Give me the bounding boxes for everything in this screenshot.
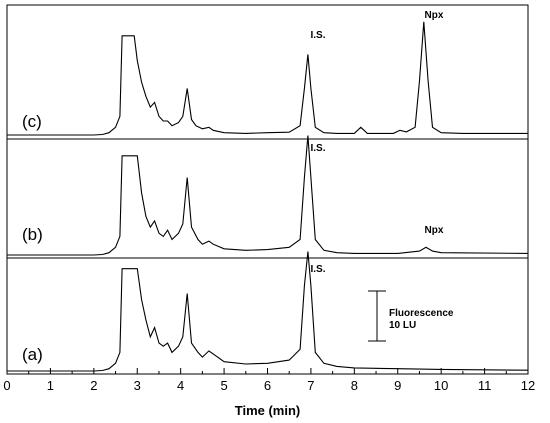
x-tick-label: 7	[307, 378, 314, 393]
x-tick-label: 1	[47, 378, 54, 393]
x-tick-label: 6	[264, 378, 271, 393]
trace-label: (b)	[22, 225, 43, 244]
is-peak-label: I.S.	[310, 30, 325, 41]
is-peak-label: I.S.	[310, 143, 325, 154]
x-tick-label: 11	[478, 378, 492, 393]
panel-dividers	[7, 138, 528, 259]
npx-peak-label: Npx	[425, 10, 444, 21]
trace-labels: (c) (b) (a)	[22, 112, 43, 364]
x-tick-label: 9	[394, 378, 401, 393]
chromatogram-trace-b	[7, 135, 529, 256]
x-tick-label: 12	[521, 378, 535, 393]
trace-label: (c)	[22, 112, 42, 131]
chromatogram-trace-c	[7, 21, 528, 136]
x-tick-label: 2	[90, 378, 97, 393]
x-tick-label: 3	[134, 378, 141, 393]
x-axis: 0 1 2 3 4 5 6 7 8 9 10 11 12	[3, 368, 535, 393]
npx-peak-label: Npx	[425, 225, 444, 236]
peak-labels: I.S. I.S. I.S. Npx Npx	[310, 10, 443, 275]
chromatogram-traces	[7, 21, 529, 372]
x-tick-label: 4	[177, 378, 184, 393]
x-axis-label: Time (min)	[235, 403, 301, 418]
trace-label: (a)	[22, 345, 43, 364]
x-tick-label: 0	[3, 378, 10, 393]
is-peak-label: I.S.	[310, 264, 325, 275]
x-tick-label: 5	[220, 378, 227, 393]
scale-bar-label-line1: Fluorescence	[389, 308, 454, 319]
x-tick-label: 8	[351, 378, 358, 393]
scale-bar-label-line2: 10 LU	[389, 320, 416, 331]
x-tick-label: 10	[434, 378, 448, 393]
chromatogram-trace-a	[7, 251, 529, 372]
